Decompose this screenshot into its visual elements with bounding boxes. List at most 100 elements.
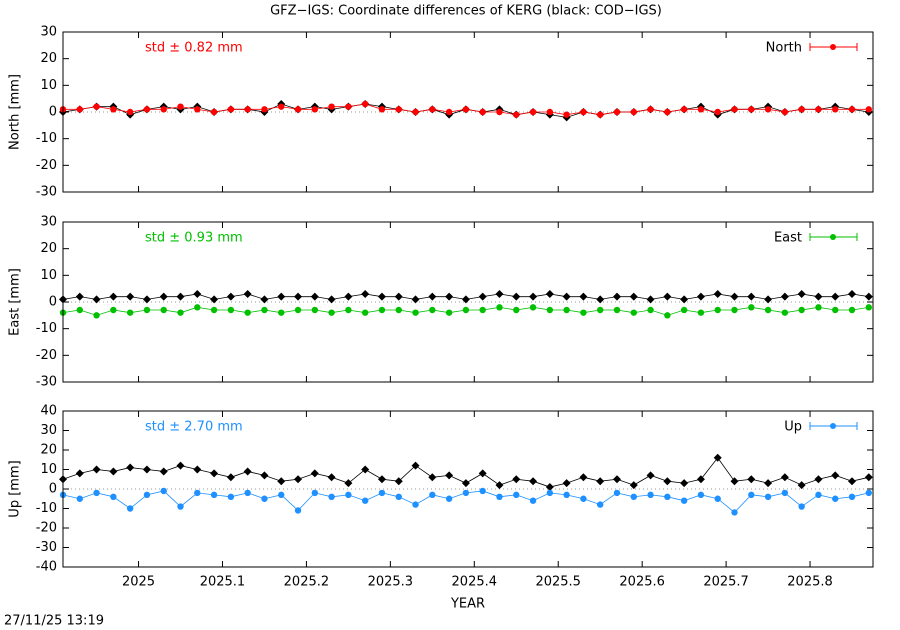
point — [226, 292, 235, 301]
point — [159, 292, 168, 301]
point — [680, 106, 688, 113]
x-tick-label: 2025.6 — [619, 575, 665, 590]
point — [345, 491, 352, 499]
point — [92, 295, 101, 304]
point — [647, 306, 654, 314]
point — [261, 306, 268, 314]
point — [496, 493, 503, 500]
y-tick-label: 40 — [40, 404, 57, 419]
point — [445, 471, 454, 480]
y-axis-label: East [mm] — [8, 268, 23, 336]
point — [478, 292, 487, 301]
point — [546, 108, 554, 116]
point — [311, 489, 319, 497]
point — [194, 304, 201, 311]
point — [529, 304, 537, 311]
point — [176, 461, 185, 470]
point — [848, 290, 857, 298]
x-tick-label: 2025.8 — [787, 575, 833, 590]
point — [529, 108, 537, 116]
point — [462, 489, 470, 497]
point — [512, 292, 521, 301]
point — [278, 103, 285, 110]
point — [311, 106, 319, 113]
point — [126, 309, 134, 316]
x-tick-label: 2025.4 — [452, 575, 498, 590]
point — [495, 481, 504, 490]
y-tick-label: 0 — [49, 482, 57, 497]
point — [529, 477, 538, 486]
point — [714, 495, 721, 502]
point — [310, 469, 319, 478]
point — [865, 489, 873, 497]
point — [630, 108, 637, 116]
point — [412, 108, 419, 116]
point — [713, 290, 722, 298]
point — [764, 479, 773, 488]
y-tick-label: -30 — [36, 375, 57, 390]
point — [411, 461, 420, 470]
point — [210, 469, 219, 478]
point — [143, 306, 151, 314]
point — [93, 489, 100, 497]
point — [143, 106, 151, 113]
point — [378, 106, 386, 113]
point — [597, 111, 604, 118]
plot-frame — [62, 221, 874, 383]
plot-frame — [62, 31, 874, 193]
point — [629, 292, 638, 301]
point — [160, 487, 167, 495]
point — [680, 295, 689, 304]
point — [697, 106, 705, 113]
point — [864, 473, 873, 482]
point — [227, 493, 235, 500]
point — [630, 309, 637, 316]
point — [260, 471, 269, 480]
point — [177, 309, 184, 316]
point — [294, 475, 303, 484]
point — [92, 465, 101, 474]
point — [445, 309, 453, 316]
legend-marker — [830, 423, 836, 429]
point — [210, 295, 219, 304]
point — [294, 292, 303, 301]
point — [75, 469, 84, 478]
point — [244, 106, 251, 113]
point — [428, 473, 437, 482]
point — [328, 493, 335, 500]
legend-label: East — [774, 231, 802, 246]
point — [629, 481, 638, 490]
point — [680, 479, 689, 488]
point — [781, 309, 789, 316]
point — [512, 475, 521, 484]
y-axis-label: Up [mm] — [8, 460, 23, 517]
point — [748, 491, 755, 499]
y-tick-label: 10 — [40, 462, 57, 477]
point — [764, 306, 772, 314]
point — [613, 489, 621, 497]
point — [647, 491, 654, 499]
point — [747, 475, 756, 484]
point — [697, 309, 705, 316]
y-tick-label: -10 — [36, 321, 57, 336]
point — [193, 465, 202, 474]
point — [529, 292, 538, 301]
point — [714, 306, 721, 314]
point — [664, 493, 671, 500]
point — [395, 306, 402, 314]
point — [848, 493, 856, 500]
y-tick-label: 20 — [40, 51, 57, 66]
point — [545, 483, 554, 492]
point — [815, 106, 822, 113]
y-tick-label: 10 — [40, 78, 57, 93]
point — [377, 292, 386, 301]
point — [730, 477, 739, 486]
y-tick-label: 20 — [40, 443, 57, 458]
point — [865, 106, 873, 113]
point — [798, 306, 805, 314]
point — [244, 489, 251, 497]
x-tick-label: 2025.5 — [535, 575, 581, 590]
point — [210, 306, 218, 314]
point — [160, 306, 167, 314]
legend-label: Up — [784, 420, 802, 435]
